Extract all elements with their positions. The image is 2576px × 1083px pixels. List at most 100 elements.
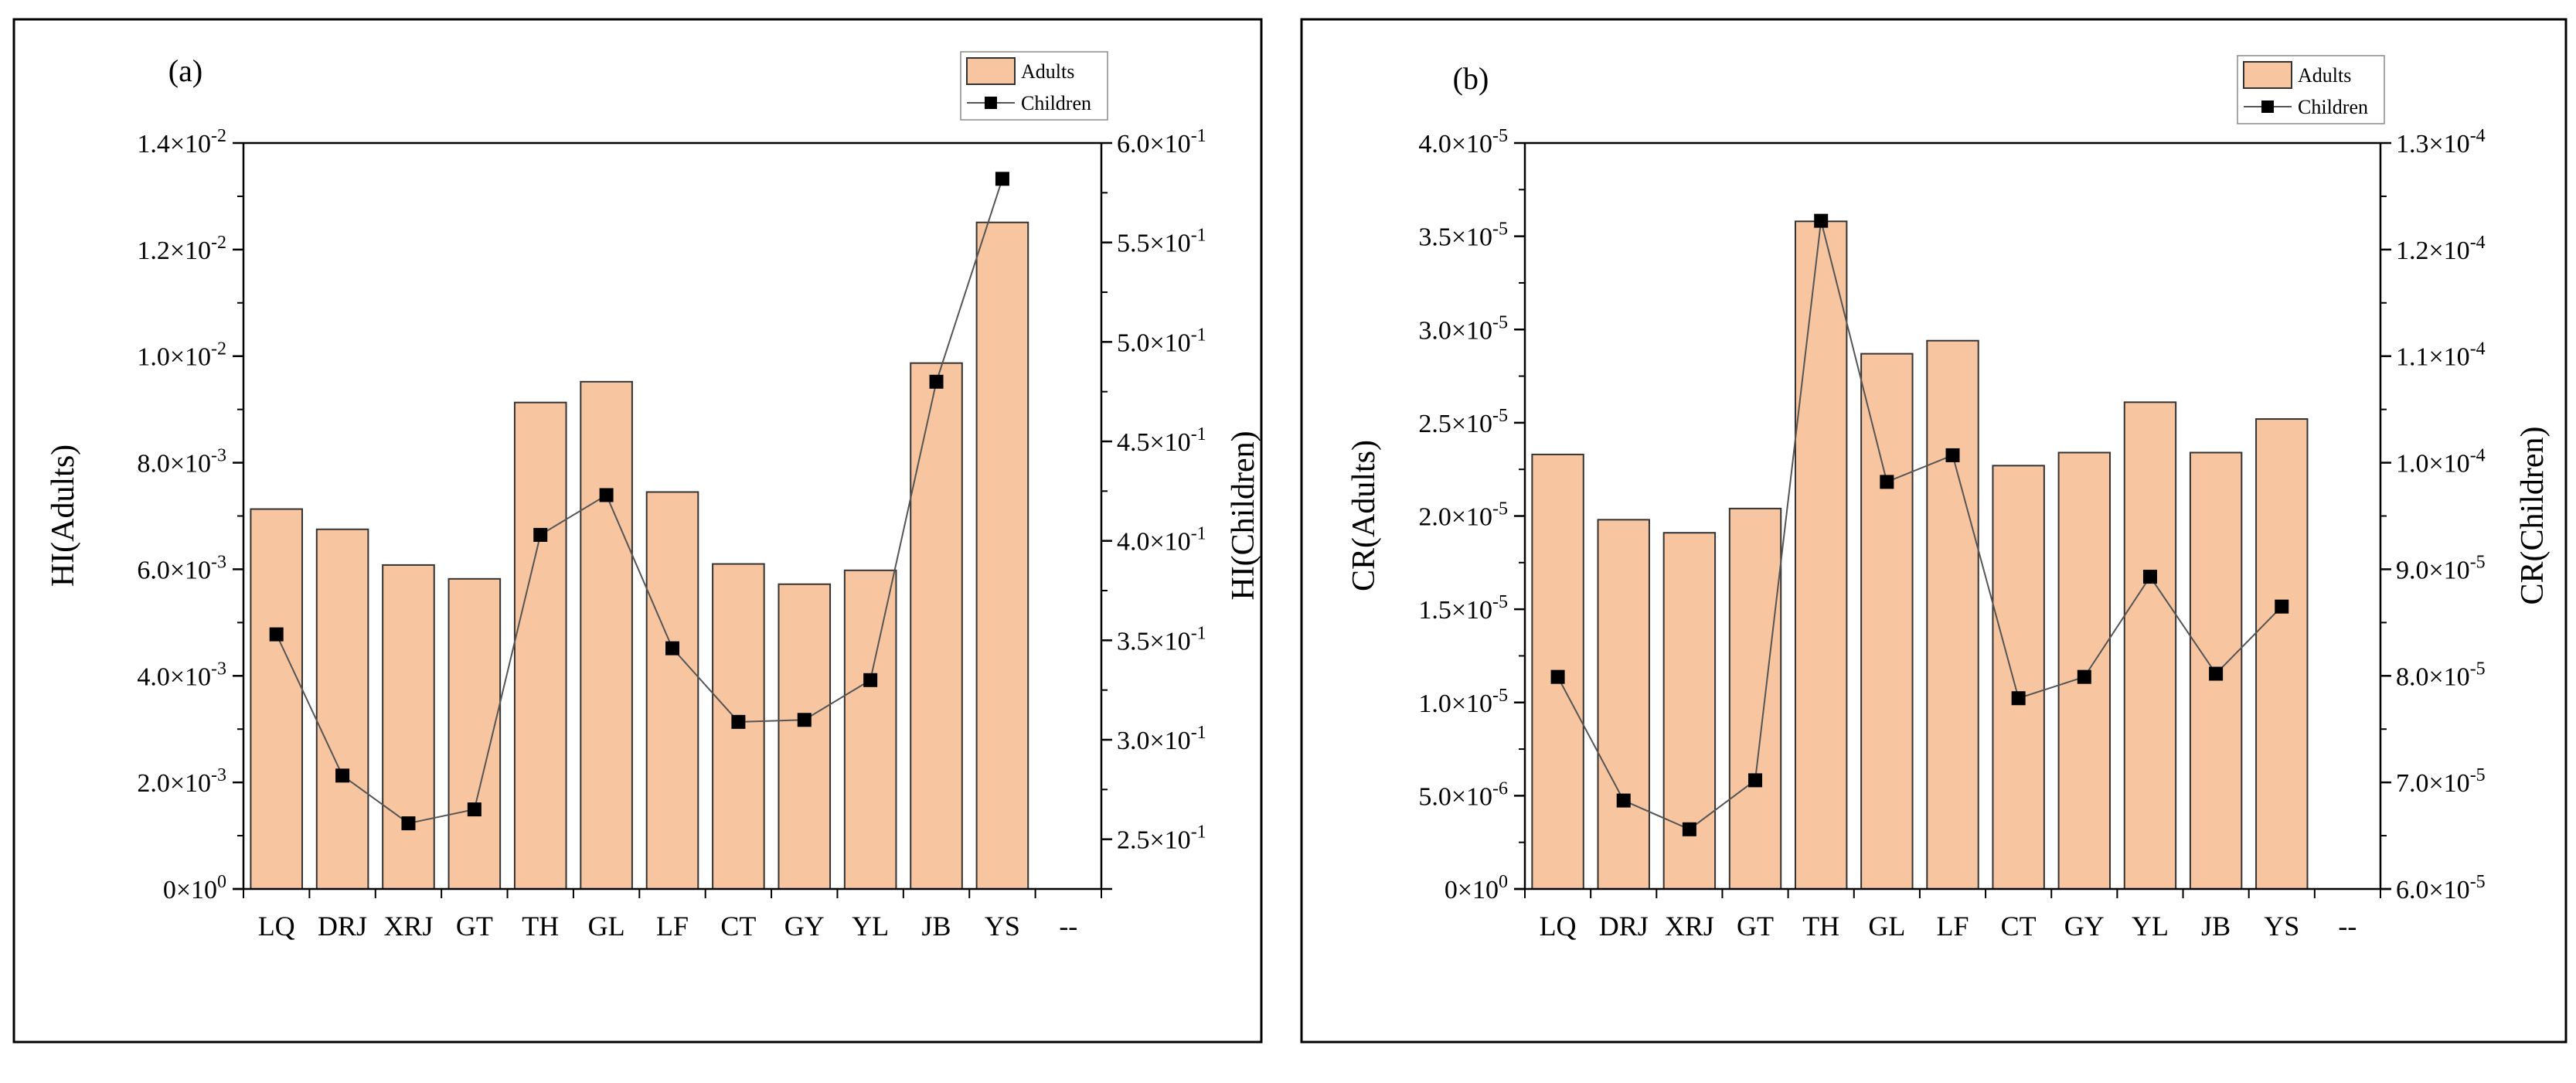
panel-label: (b) <box>1453 61 1489 96</box>
point-lf <box>1945 448 1960 462</box>
point-gy <box>2077 669 2091 684</box>
right-axis-title: CR(Children) <box>2515 427 2550 605</box>
left-tick-label: 3.5×10-5 <box>1418 220 1508 252</box>
legend: Adults Children <box>960 51 1108 121</box>
right-tick-label: 1.1×10-4 <box>2396 339 2486 372</box>
point-th <box>1814 213 1829 228</box>
left-tick-label: 1.0×10-5 <box>1418 686 1508 718</box>
left-tick-label: 8.0×10-3 <box>137 446 226 478</box>
right-tick-label: 8.0×10-5 <box>2396 659 2486 691</box>
point-jb <box>2209 666 2224 681</box>
x-tick-label-lq: LQ <box>258 911 295 942</box>
bar-lf <box>645 491 699 890</box>
x-tick-label-gy: GY <box>784 911 825 942</box>
left-tick-label: 2.5×10-5 <box>1418 406 1508 438</box>
bar-xrj <box>382 564 435 891</box>
bar-lf <box>1926 339 1979 891</box>
point-gt <box>467 802 482 817</box>
x-tick-label-yl: YL <box>852 911 889 942</box>
x-tick-label-gt: GT <box>456 911 493 942</box>
left-tick-label: 0×100 <box>1445 872 1508 904</box>
x-tick-label-gl: GL <box>1868 911 1905 942</box>
x-tick-label-yl: YL <box>2132 911 2169 942</box>
legend-bar-swatch <box>966 57 1016 85</box>
point-lq <box>1550 669 1565 684</box>
bar-gl <box>580 380 633 890</box>
x-tick-label-extra: -- <box>2338 911 2357 942</box>
right-tick-label: 3.5×10-1 <box>1117 623 1206 656</box>
bar-jb <box>910 362 963 890</box>
point-yl <box>863 673 878 687</box>
legend-marker-swatch <box>2261 100 2274 113</box>
x-tick-label-xrj: XRJ <box>383 911 433 942</box>
point-jb <box>929 374 944 389</box>
bar-yl <box>2123 401 2177 890</box>
left-axis-title: CR(Adults) <box>1346 440 1382 591</box>
x-tick-label-th: TH <box>1802 911 1839 942</box>
point-ct <box>2011 691 2026 706</box>
right-tick-label: 9.0×10-5 <box>2396 552 2486 584</box>
bar-th <box>1794 220 1848 890</box>
x-tick-label-drj: DRJ <box>318 911 367 942</box>
left-tick-label: 1.0×10-2 <box>137 339 226 372</box>
point-gy <box>797 713 812 727</box>
legend-label-children: Children <box>1021 92 1091 114</box>
bar-gt <box>1728 507 1782 890</box>
x-tick-label-lf: LF <box>656 911 689 942</box>
x-tick-label-gl: GL <box>588 911 625 942</box>
right-tick-label: 7.0×10-5 <box>2396 765 2486 798</box>
left-tick-label: 1.2×10-2 <box>137 233 226 265</box>
children-series-line <box>275 179 1003 825</box>
left-tick-label: 1.4×10-2 <box>137 126 226 158</box>
bar-gl <box>1860 352 1914 890</box>
x-tick-label-extra: -- <box>1059 911 1077 942</box>
panel-frame <box>1300 18 2567 1044</box>
left-tick-label: 2.0×10-3 <box>137 765 226 798</box>
point-ct <box>731 714 746 729</box>
point-lq <box>269 627 284 642</box>
right-tick-label: 1.2×10-4 <box>2396 233 2486 265</box>
left-tick-label: 4.0×10-5 <box>1418 126 1508 158</box>
x-tick-label-th: TH <box>522 911 559 942</box>
legend-label-adults: Adults <box>2298 64 2351 87</box>
bar-ys <box>975 221 1029 891</box>
point-gt <box>1748 773 1763 788</box>
x-tick-label-ys: YS <box>2264 911 2299 942</box>
bar-drj <box>315 528 369 890</box>
left-tick-label: 6.0×10-3 <box>137 552 226 584</box>
left-tick-label: 5.0×10-6 <box>1418 778 1508 811</box>
point-yl <box>2142 570 2157 584</box>
chart-panel-a: 0×100 2.0×10-3 4.0×10-3 6.0×10-3 8.0×10-3 1.0… <box>12 18 1263 1044</box>
left-tick-label: 3.0×10-5 <box>1418 312 1508 345</box>
left-tick-label: 2.0×10-5 <box>1418 499 1508 532</box>
bar-yl <box>843 569 897 890</box>
bar-drj <box>1597 519 1650 890</box>
right-tick-label: 5.5×10-1 <box>1117 226 1206 258</box>
legend-bar-swatch <box>2243 61 2292 89</box>
right-tick-label: 3.0×10-1 <box>1117 723 1206 755</box>
bar-ct <box>1992 465 2045 890</box>
right-tick-label: 1.3×10-4 <box>2396 126 2486 158</box>
legend-marker-swatch <box>985 97 997 109</box>
left-tick-label: 1.5×10-5 <box>1418 592 1508 625</box>
right-tick-label: 1.0×10-4 <box>2396 446 2486 478</box>
right-tick-label: 5.0×10-1 <box>1117 325 1206 357</box>
x-tick-label-gt: GT <box>1737 911 1774 942</box>
point-xrj <box>1682 822 1696 836</box>
x-tick-label-jb: JB <box>2201 911 2231 942</box>
right-tick-label: 2.5×10-1 <box>1117 822 1206 855</box>
point-th <box>533 527 548 542</box>
point-lf <box>665 641 679 656</box>
left-axis-title: HI(Adults) <box>46 444 81 587</box>
x-tick-label-gy: GY <box>2064 911 2105 942</box>
x-tick-label-xrj: XRJ <box>1665 911 1714 942</box>
legend-label-adults: Adults <box>1021 60 1074 83</box>
point-xrj <box>401 816 416 831</box>
point-drj <box>1616 793 1631 808</box>
point-ys <box>995 172 1009 186</box>
point-ys <box>2275 599 2289 614</box>
chart-panel-b: 0×100 5.0×10-6 1.0×10-5 1.5×10-5 2.0×10-5 2.5… <box>1300 18 2567 1044</box>
point-gl <box>599 488 614 502</box>
